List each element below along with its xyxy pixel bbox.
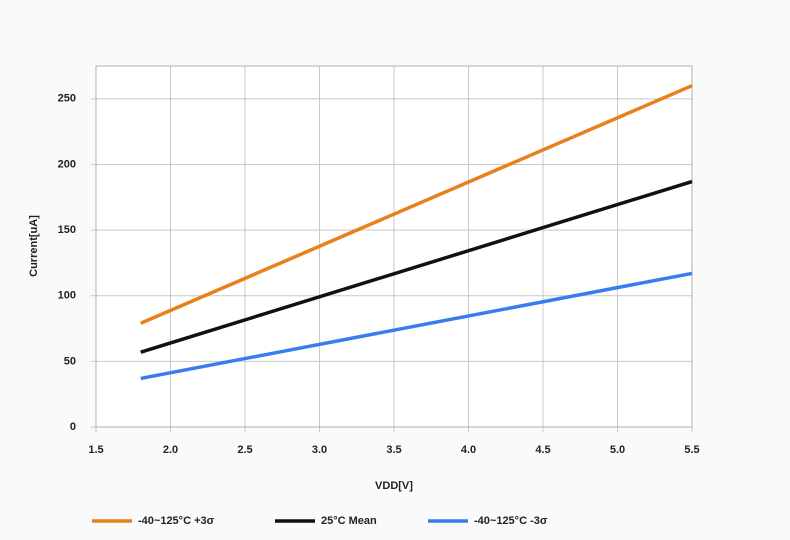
x-tick-label: 2.0	[163, 444, 178, 456]
x-axis-label: VDD[V]	[375, 480, 413, 492]
line-series	[140, 84, 693, 325]
legend-label: -40~125°C +3σ	[138, 515, 215, 527]
legend-label: -40~125°C -3σ	[474, 515, 548, 527]
legend-label: 25°C Mean	[321, 515, 377, 527]
line-series	[140, 179, 693, 354]
line-series	[140, 271, 693, 381]
y-axis-label: Current[uA]	[28, 215, 40, 277]
y-tick-label: 100	[58, 290, 76, 302]
x-tick-label: 2.5	[237, 444, 252, 456]
y-tick-label: 150	[58, 224, 76, 236]
plot-border	[95, 65, 693, 428]
y-tick-label: 250	[58, 93, 76, 105]
x-tick-label: 5.5	[684, 444, 699, 456]
x-tick-label: 3.0	[312, 444, 327, 456]
y-tick-label: 0	[70, 421, 76, 433]
y-tick-label: 50	[64, 355, 76, 367]
y-tick-label: 200	[58, 158, 76, 170]
x-tick-label: 4.0	[461, 444, 476, 456]
x-tick-label: 4.5	[535, 444, 550, 456]
x-tick-label: 3.5	[386, 444, 401, 456]
x-tick-label: 5.0	[610, 444, 625, 456]
x-tick-label: 1.5	[88, 444, 103, 456]
